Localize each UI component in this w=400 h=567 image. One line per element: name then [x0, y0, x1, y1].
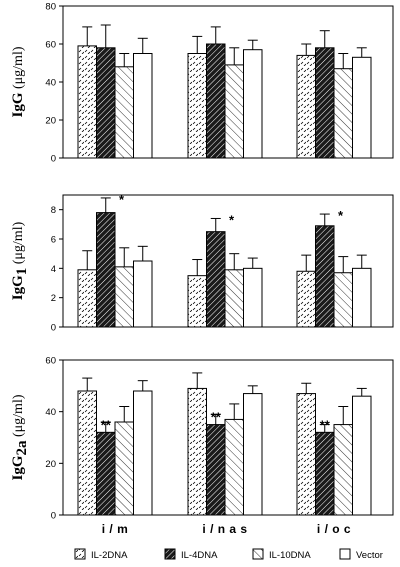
legend-item-vector: Vector	[339, 548, 383, 561]
bar-il-10dna-2	[224, 64, 244, 159]
x-category-label: i / m	[102, 522, 129, 536]
x-category-labels: i / m i / n a s i / o c	[102, 522, 351, 536]
legend: IL-2DNA IL-4DNA IL-10DNA Vector	[74, 548, 383, 561]
bar-il-2dna-3	[296, 54, 316, 159]
y-tick-label: 80	[45, 2, 56, 13]
legend-item-il-10dna: IL-10DNA	[252, 548, 311, 561]
bar-il-4dna-2	[206, 43, 226, 159]
bar-il-10dna-2	[224, 418, 244, 516]
legend-label: IL-2DNA	[91, 550, 128, 561]
bar-il-2dna-1	[77, 390, 97, 516]
bar-vector-1	[133, 260, 153, 328]
bar-il-2dna-1	[77, 45, 97, 159]
chart-panel-1: 0 20 40 60 80 IgG (μg/ml)	[10, 2, 394, 165]
significance-marker: *	[119, 192, 125, 207]
significance-marker: *	[338, 208, 344, 223]
y-axis-label: IgG1 (μg/ml)	[10, 221, 30, 300]
bar-il-4dna-3	[315, 225, 335, 328]
y-tick-label: 0	[51, 511, 56, 522]
legend-item-il-4dna: IL-4DNA	[164, 548, 218, 561]
bar-il-2dna-1	[77, 269, 97, 328]
y-tick-label: 8	[51, 205, 56, 216]
y-tick-label: 2	[51, 293, 56, 304]
bar-vector-1	[133, 53, 153, 159]
legend-swatch	[339, 548, 351, 560]
significance-marker: **	[320, 417, 331, 432]
bar-vector-3	[352, 267, 372, 328]
bar-il-4dna-3	[315, 47, 335, 159]
y-tick-label: 40	[45, 407, 56, 418]
significance-marker: **	[211, 410, 222, 425]
bar-vector-3	[352, 56, 372, 159]
bar-il-4dna-2	[206, 424, 226, 516]
bar-vector-2	[243, 49, 263, 159]
y-tick-label: 0	[51, 323, 56, 334]
y-axis-label: IgG2a (μg/ml)	[10, 394, 30, 480]
legend-swatch	[164, 548, 176, 560]
bar-il-10dna-3	[333, 424, 353, 516]
bar-il-10dna-3	[333, 272, 353, 328]
bar-il-4dna-1	[96, 47, 116, 159]
legend-label: IL-10DNA	[269, 550, 311, 561]
bar-vector-1	[133, 390, 153, 516]
y-tick-label: 60	[45, 40, 56, 51]
bar-vector-2	[243, 393, 263, 516]
chart-panel-2: 0 2 4 6 8 IgG1 (μg/ml) * * *	[10, 192, 394, 334]
bar-il-10dna-3	[333, 68, 353, 159]
y-tick-label: 40	[45, 78, 56, 89]
x-category-label: i / o c	[317, 522, 351, 536]
y-tick-label: 60	[45, 356, 56, 367]
legend-label: IL-4DNA	[181, 550, 218, 561]
y-axis-label: IgG (μg/ml)	[10, 46, 26, 117]
bar-il-2dna-2	[187, 53, 207, 159]
legend-item-il-2dna: IL-2DNA	[74, 548, 128, 561]
bar-il-2dna-3	[296, 393, 316, 516]
bar-vector-2	[243, 267, 263, 328]
bar-il-10dna-2	[224, 269, 244, 328]
bar-il-4dna-3	[315, 431, 335, 516]
legend-swatch	[252, 548, 264, 560]
significance-marker: **	[101, 417, 112, 432]
y-tick-label: 0	[51, 154, 56, 165]
y-tick-label: 4	[51, 264, 56, 275]
bar-il-4dna-1	[96, 431, 116, 516]
bar-vector-3	[352, 395, 372, 516]
y-tick-label: 20	[45, 116, 56, 127]
x-category-label: i / n a s	[202, 522, 247, 536]
bar-il-4dna-1	[96, 212, 116, 328]
y-tick-label: 20	[45, 459, 56, 470]
legend-swatch	[74, 548, 86, 560]
significance-marker: *	[229, 212, 235, 227]
bar-il-10dna-1	[114, 66, 134, 159]
legend-label: Vector	[356, 550, 383, 561]
bar-il-2dna-2	[187, 275, 207, 328]
bar-il-2dna-3	[296, 270, 316, 328]
y-tick-label: 6	[51, 235, 56, 246]
bar-il-10dna-1	[114, 421, 134, 516]
bar-il-2dna-2	[187, 387, 207, 516]
bar-il-4dna-2	[206, 231, 226, 328]
bar-il-10dna-1	[114, 266, 134, 328]
